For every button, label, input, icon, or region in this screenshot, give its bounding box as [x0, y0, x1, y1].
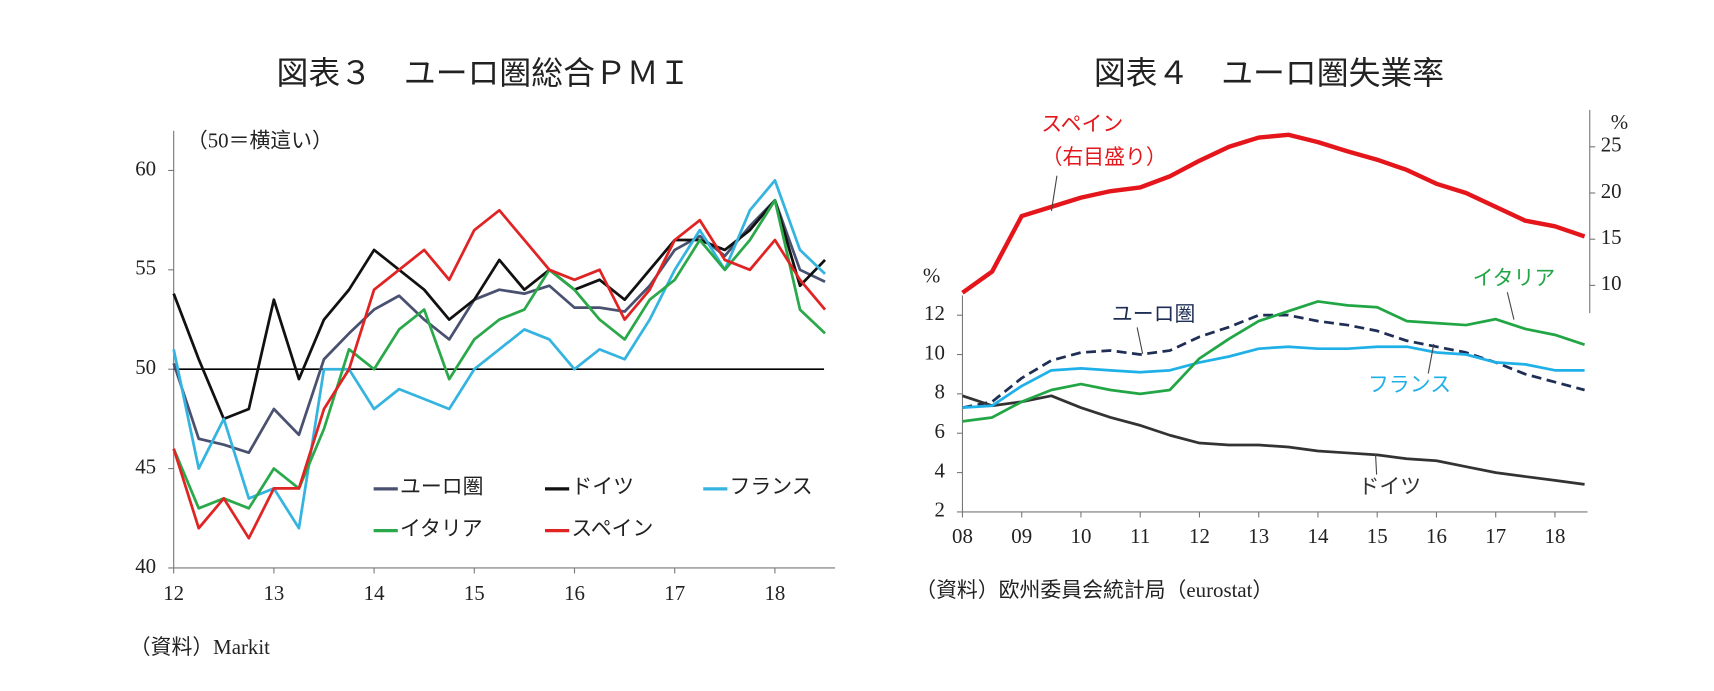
- y2-tick-label: 25: [1601, 133, 1622, 157]
- y-axis-label: （50＝横這い）: [187, 129, 333, 153]
- y-tick-label: 10: [924, 340, 945, 364]
- series-line: [172, 208, 827, 540]
- series-label: ユーロ圏: [1112, 302, 1195, 326]
- legend-label: イタリア: [400, 516, 483, 540]
- y-tick-label: 8: [934, 380, 944, 404]
- legend-label: ドイツ: [571, 475, 634, 499]
- y-tick-label: 45: [135, 454, 156, 478]
- y-tick-label: 55: [135, 256, 156, 280]
- series-line: [962, 300, 1586, 423]
- series-line: [172, 198, 826, 510]
- x-tick-label: 08: [952, 524, 973, 548]
- legend-label: ユーロ圏: [400, 475, 483, 499]
- x-tick-label: 13: [263, 581, 284, 605]
- x-tick-label: 17: [664, 581, 685, 605]
- y-tick-label: 60: [135, 156, 156, 180]
- source: （資料）欧州委員会統計局（eurostat）: [915, 578, 1273, 602]
- x-tick-label: 14: [364, 581, 385, 605]
- chart-title: 図表４ ユーロ圏失業率: [1094, 56, 1444, 91]
- x-tick-label: 15: [1367, 524, 1388, 548]
- series-line: [172, 198, 827, 421]
- series-line: [961, 132, 1586, 295]
- series-label: ドイツ: [1359, 475, 1422, 499]
- x-tick-label: 10: [1071, 524, 1092, 548]
- x-tick-label: 16: [1426, 524, 1447, 548]
- label-arrow: [1374, 453, 1378, 475]
- annotation: （右目盛り）: [1042, 145, 1167, 169]
- y-tick-label: 12: [924, 301, 945, 325]
- chart-title: 図表３ ユーロ圏総合ＰＭＩ: [277, 56, 691, 91]
- x-tick-label: 11: [1130, 524, 1150, 548]
- series-line: [962, 394, 1585, 486]
- series-label: イタリア: [1473, 266, 1556, 290]
- y2-tick-label: 15: [1601, 225, 1622, 249]
- y2-tick-label: 20: [1601, 179, 1622, 203]
- y2-axis-label: %: [1611, 110, 1628, 134]
- series-label: スペイン: [1041, 112, 1123, 136]
- y2-tick-label: 10: [1601, 271, 1622, 295]
- x-tick-label: 15: [464, 581, 485, 605]
- x-tick-label: 14: [1308, 524, 1329, 548]
- label-arrow: [1427, 343, 1435, 374]
- label-arrow: [1506, 292, 1515, 320]
- y-tick-label: 40: [135, 554, 156, 578]
- x-tick-label: 18: [764, 581, 785, 605]
- y-axis-label: %: [923, 264, 940, 288]
- y-tick-label: 50: [135, 355, 156, 379]
- y-tick-label: 2: [934, 498, 944, 522]
- x-tick-label: 12: [163, 581, 184, 605]
- label-arrow: [1050, 175, 1058, 212]
- series-line: [962, 345, 1585, 410]
- y-tick-label: 4: [934, 458, 945, 482]
- x-tick-label: 17: [1485, 524, 1506, 548]
- series-label: フランス: [1368, 372, 1451, 396]
- x-tick-label: 09: [1011, 524, 1032, 548]
- x-tick-label: 12: [1189, 524, 1210, 548]
- y-tick-label: 6: [934, 419, 944, 443]
- source: （資料）Markit: [130, 635, 270, 659]
- x-tick-label: 18: [1545, 524, 1566, 548]
- series-line: [172, 198, 826, 455]
- x-tick-label: 16: [564, 581, 585, 605]
- series-line: [172, 179, 826, 530]
- label-arrow: [1136, 327, 1144, 354]
- legend-label: スペイン: [571, 516, 653, 540]
- legend-label: フランス: [730, 475, 813, 499]
- x-tick-label: 13: [1248, 524, 1269, 548]
